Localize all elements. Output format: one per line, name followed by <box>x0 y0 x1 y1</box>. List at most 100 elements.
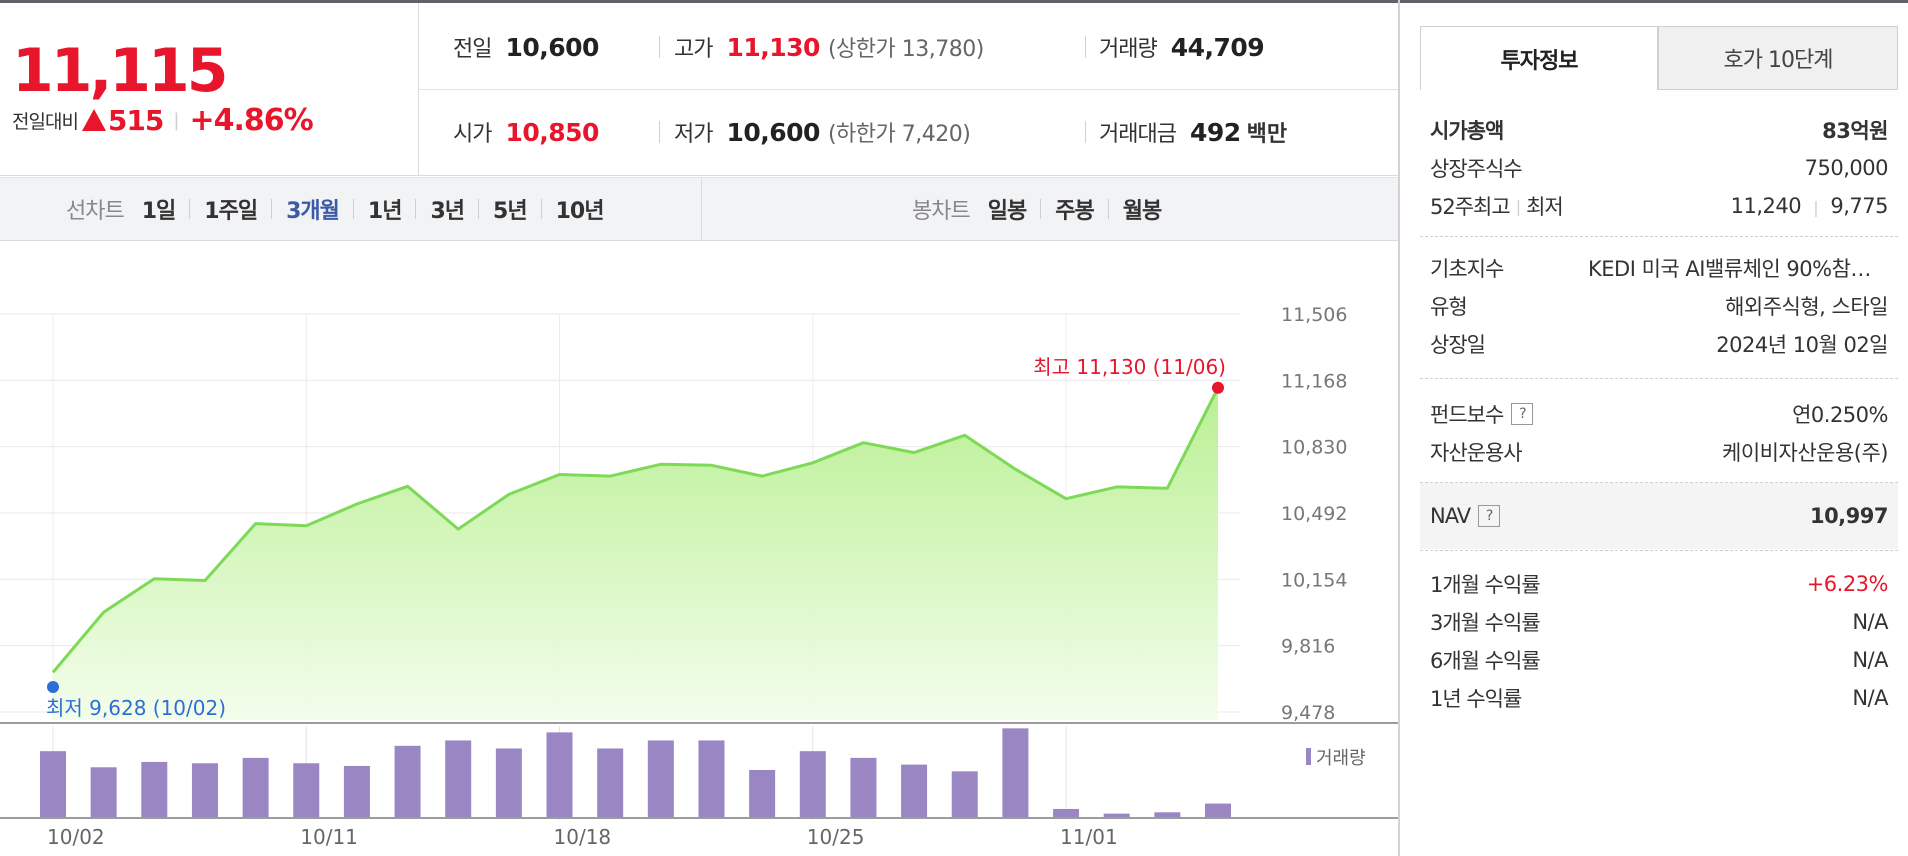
x-tick-label: 10/18 <box>554 825 612 849</box>
52week-low-label: 최저 <box>1526 195 1564 219</box>
open-value: 10,850 <box>505 117 599 147</box>
low-stat: 저가 10,600 (하한가 7,420) <box>674 112 971 152</box>
fund-fee-row: 펀드보수 ? 연0.250% <box>1430 396 1888 432</box>
separator <box>415 199 417 219</box>
separator <box>189 199 191 219</box>
return-1y-value: N/A <box>1852 686 1888 710</box>
separator <box>1085 36 1086 58</box>
volume-bar <box>850 757 877 817</box>
volume-bar <box>1103 813 1130 817</box>
tab-investment-info[interactable]: 투자정보 <box>1420 26 1658 90</box>
high-value: 11,130 <box>726 32 820 62</box>
candle-weekly[interactable]: 주봉 <box>1055 199 1094 224</box>
period-1y[interactable]: 1년 <box>367 199 403 224</box>
volume-bar <box>343 765 370 817</box>
return-6m-value: N/A <box>1852 648 1888 672</box>
change-line: 전일대비 515 | +4.86% <box>12 103 314 138</box>
y-tick-label: 9,816 <box>1281 636 1335 658</box>
separator <box>540 199 542 219</box>
volume-bar <box>242 757 269 817</box>
period-10y[interactable]: 10년 <box>555 199 605 224</box>
volume-bar <box>1154 812 1181 817</box>
base-index-label: 기초지수 <box>1430 257 1504 281</box>
return-6m-label: 6개월 수익률 <box>1430 649 1541 673</box>
volume-bar <box>40 751 66 817</box>
y-tick-label: 10,830 <box>1281 437 1347 459</box>
fund-type-row: 유형 해외주식형, 스타일 <box>1430 288 1888 324</box>
candle-monthly[interactable]: 월봉 <box>1122 199 1162 224</box>
high-annotation: 최고 11,130 (11/06) <box>1033 355 1226 379</box>
info-tabs: 투자정보 호가 10단계 <box>1420 26 1898 90</box>
help-icon[interactable]: ? <box>1478 505 1501 527</box>
return-3m-label: 3개월 수익률 <box>1430 611 1541 635</box>
divider <box>1420 378 1898 379</box>
separator <box>478 199 480 219</box>
volume-bar <box>799 751 826 817</box>
change-value: 515 <box>107 103 164 137</box>
return-1m-label: 1개월 수익률 <box>1430 573 1541 597</box>
current-price-box: 11,115 전일대비 515 | +4.86% <box>0 3 419 175</box>
divider <box>1420 236 1898 237</box>
market-cap-label: 시가총액 <box>1430 119 1504 143</box>
volume-value: 44,709 <box>1170 32 1265 62</box>
period-3y[interactable]: 3년 <box>430 199 465 224</box>
volume-bar <box>597 748 624 817</box>
high-point-marker <box>1212 381 1224 394</box>
listed-shares-value: 750,000 <box>1804 156 1889 180</box>
listing-date-value: 2024년 10월 02일 <box>1716 333 1888 357</box>
volume-bar <box>445 740 472 817</box>
listed-shares-label: 상장주식수 <box>1430 157 1523 181</box>
volume-label: 거래량 <box>1099 37 1158 62</box>
52week-value: 11,240 | 9,775 <box>1731 194 1889 218</box>
price-stats: 전일 10,600 고가 11,130 (상한가 13,780) 거래량 44,… <box>419 3 1400 175</box>
volume-bar <box>141 761 168 817</box>
fund-fee-label: 펀드보수 ? <box>1430 399 1534 429</box>
period-1w[interactable]: 1주일 <box>204 199 258 224</box>
prev-close-stat: 전일 10,600 <box>453 27 599 67</box>
separator <box>659 36 660 58</box>
upper-limit-note: (상한가 13,780) <box>827 37 984 62</box>
x-tick-label: 10/11 <box>300 825 358 849</box>
base-index-row: 기초지수 KEDI 미국 AI밸류체인 90%참여 지수 <box>1430 250 1888 286</box>
volume-bar <box>1053 808 1080 817</box>
high-stat: 고가 11,130 (상한가 13,780) <box>674 27 984 67</box>
divider <box>1420 482 1898 483</box>
fund-fee-label-text: 펀드보수 <box>1430 403 1504 427</box>
fund-type-label: 유형 <box>1430 295 1468 319</box>
candle-daily[interactable]: 일봉 <box>987 199 1027 224</box>
stock-main: 11,115 전일대비 515 | +4.86% 전일 10,600 고가 11… <box>0 3 1400 856</box>
volume-bar <box>951 771 978 817</box>
market-cap-row: 시가총액 83억원 <box>1430 112 1888 148</box>
y-tick-label: 11,168 <box>1281 370 1347 392</box>
volume-bar <box>394 745 421 817</box>
return-6m-row: 6개월 수익률 N/A <box>1430 642 1888 678</box>
period-5y[interactable]: 5년 <box>493 199 528 224</box>
volume-legend: 거래량 <box>1316 748 1366 769</box>
separator: | <box>1813 198 1819 217</box>
chart-controls: 선차트 1일 1주일 3개월 1년 3년 5년 10년 봉차트 일봉 주봉 월봉 <box>0 177 1400 241</box>
help-icon[interactable]: ? <box>1511 403 1534 425</box>
nav-label-text: NAV <box>1430 504 1471 528</box>
nav-value: 10,997 <box>1809 504 1889 528</box>
panel-divider <box>1398 0 1400 856</box>
amount-value: 492 <box>1189 117 1241 147</box>
line-chart-periods: 선차트 1일 1주일 3개월 1년 3년 5년 10년 <box>66 178 605 240</box>
current-price: 11,115 <box>12 36 229 106</box>
low-point-marker <box>47 681 59 693</box>
period-3m[interactable]: 3개월 <box>286 199 340 224</box>
up-arrow-icon <box>81 109 106 131</box>
period-1d[interactable]: 1일 <box>141 199 177 224</box>
divider <box>1420 550 1898 551</box>
amount-label: 거래대금 <box>1099 122 1177 147</box>
y-tick-label: 11,506 <box>1281 304 1347 326</box>
open-label: 시가 <box>453 122 492 147</box>
separator: | <box>173 109 180 131</box>
base-index-value: KEDI 미국 AI밸류체인 90%참여 지수 <box>1588 257 1888 281</box>
y-tick-label: 10,492 <box>1281 503 1347 525</box>
tab-order-book[interactable]: 호가 10단계 <box>1658 26 1898 90</box>
return-1y-row: 1년 수익률 N/A <box>1430 680 1888 716</box>
lower-limit-note: (하한가 7,420) <box>827 122 971 147</box>
asset-manager-value: 케이비자산운용(주) <box>1722 441 1888 465</box>
amount-stat: 거래대금 492 백만 <box>1099 112 1287 152</box>
high-label: 고가 <box>674 37 713 62</box>
